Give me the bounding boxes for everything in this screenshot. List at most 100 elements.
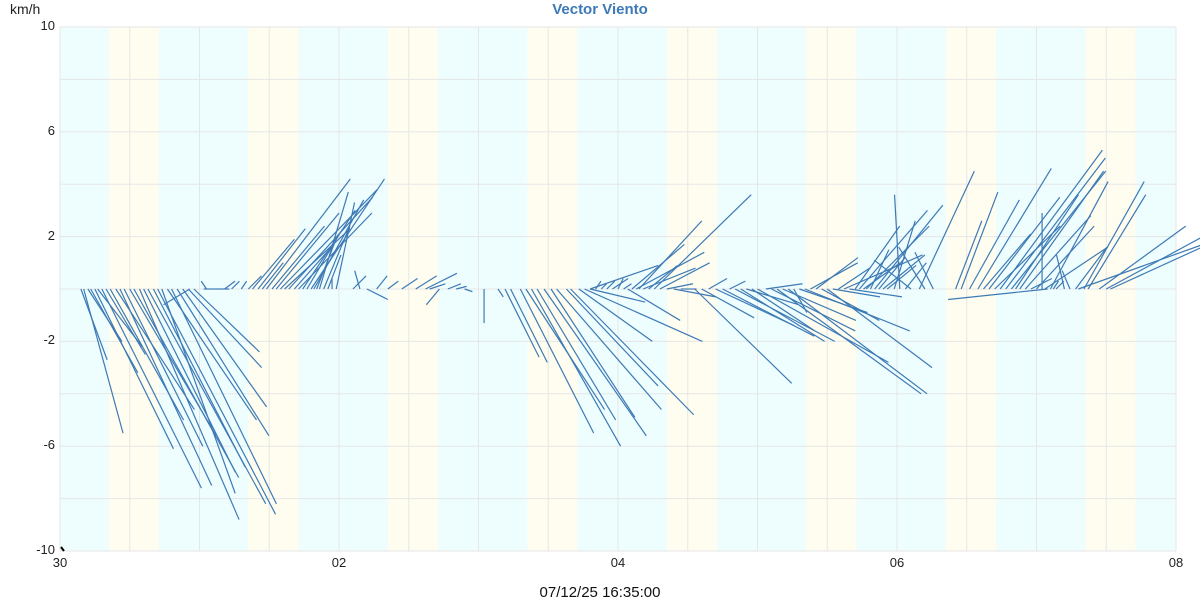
wind-vector bbox=[316, 241, 336, 290]
wind-vector bbox=[464, 288, 473, 293]
wind-vector bbox=[648, 264, 678, 290]
x-tick-label: 04 bbox=[610, 555, 626, 570]
wind-vector bbox=[1105, 237, 1200, 290]
wind-vector bbox=[231, 280, 240, 290]
wind-vector bbox=[623, 283, 632, 290]
wind-vector bbox=[504, 288, 540, 358]
wind-vector bbox=[1098, 225, 1187, 290]
wind-vector bbox=[133, 288, 240, 478]
wind-vector bbox=[176, 288, 270, 437]
wind-vector bbox=[94, 288, 175, 450]
wind-vector bbox=[387, 280, 399, 290]
wind-vector bbox=[425, 272, 458, 290]
wind-vector bbox=[815, 257, 859, 290]
wind-vector bbox=[447, 283, 462, 290]
wind-vector bbox=[182, 288, 268, 408]
wind-vector bbox=[673, 288, 716, 298]
wind-vector bbox=[838, 267, 871, 290]
wind-vector bbox=[854, 225, 901, 290]
wind-vector bbox=[893, 220, 916, 290]
wind-vector bbox=[729, 280, 746, 290]
wind-vector bbox=[918, 170, 975, 290]
wind-vector bbox=[659, 262, 710, 290]
wind-vector bbox=[550, 288, 636, 418]
x-tick-label: 02 bbox=[331, 555, 347, 570]
wind-vector bbox=[530, 288, 622, 447]
wind-vector bbox=[994, 225, 1061, 290]
wind-vector bbox=[858, 210, 928, 290]
wind-vector bbox=[1061, 270, 1071, 290]
wind-vector bbox=[536, 288, 617, 421]
wind-vector bbox=[376, 275, 388, 290]
wind-vector bbox=[105, 288, 146, 355]
wind-vector bbox=[882, 254, 926, 290]
wind-vector bbox=[988, 196, 1061, 290]
wind-vector bbox=[401, 278, 418, 290]
wind-vector bbox=[1078, 244, 1200, 290]
wind-vector bbox=[425, 288, 440, 306]
wind-vector bbox=[456, 285, 467, 290]
wind-vector bbox=[821, 288, 880, 321]
wind-vector bbox=[793, 288, 808, 313]
wind-vector bbox=[1005, 157, 1106, 290]
wind-vector bbox=[306, 231, 342, 290]
wind-vector bbox=[247, 275, 262, 290]
wind-vector bbox=[969, 199, 1020, 290]
wind-vector bbox=[556, 288, 662, 410]
wind-vector bbox=[1036, 225, 1095, 290]
wind-vector bbox=[101, 288, 202, 489]
wind-vector bbox=[171, 288, 277, 505]
wind-vector bbox=[83, 288, 124, 434]
wind-vector bbox=[161, 288, 236, 494]
wind-vector bbox=[138, 288, 240, 520]
y-tick-label: -6 bbox=[43, 437, 55, 453]
wind-vector bbox=[886, 264, 917, 290]
y-tick-label: 2 bbox=[47, 227, 55, 243]
wind-vector bbox=[955, 220, 983, 290]
wind-vector bbox=[1015, 194, 1079, 290]
wind-vector bbox=[1110, 247, 1200, 290]
wind-vector bbox=[631, 244, 685, 290]
wind-vector bbox=[279, 189, 378, 290]
chart-title: Vector Viento bbox=[552, 1, 648, 18]
wind-vector bbox=[826, 288, 933, 369]
wind-vector bbox=[734, 288, 836, 342]
wind-vector bbox=[261, 262, 284, 290]
wind-vector bbox=[832, 288, 881, 298]
wind-vector bbox=[787, 288, 928, 395]
wind-vector bbox=[776, 288, 922, 395]
wind-vector bbox=[983, 233, 1032, 290]
y-axis-unit-label: km/h bbox=[10, 1, 41, 17]
wind-vector bbox=[606, 280, 616, 290]
wind-vector bbox=[80, 288, 108, 360]
wind-vector bbox=[163, 288, 191, 306]
wind-vector bbox=[335, 202, 356, 290]
wind-vector bbox=[302, 210, 356, 290]
wind-vector bbox=[187, 288, 263, 369]
x-tick-label: 08 bbox=[1168, 555, 1184, 570]
wind-vector bbox=[284, 228, 351, 290]
wind-vector bbox=[708, 277, 728, 290]
wind-vector bbox=[638, 220, 703, 290]
wind-vector bbox=[653, 194, 752, 290]
x-tick-label: 06 bbox=[889, 555, 905, 570]
wind-vector bbox=[873, 259, 912, 290]
wind-vector bbox=[999, 149, 1103, 290]
y-tick-label: 6 bbox=[47, 122, 55, 138]
wind-vector bbox=[119, 288, 213, 486]
wind-vector bbox=[589, 288, 646, 303]
wind-vector bbox=[757, 288, 889, 363]
wind-vector bbox=[318, 191, 349, 290]
wind-vector bbox=[1044, 246, 1109, 290]
wind-vector bbox=[849, 288, 903, 298]
origin-marker bbox=[60, 546, 65, 552]
wind-vector bbox=[1024, 215, 1092, 290]
wind-vector bbox=[565, 288, 659, 387]
y-tick-label: -2 bbox=[43, 332, 55, 348]
wind-vector bbox=[878, 257, 906, 290]
wind-vector bbox=[627, 288, 681, 321]
wind-vector bbox=[323, 225, 351, 290]
wind-vector bbox=[157, 288, 277, 515]
wind-vector bbox=[701, 288, 755, 319]
